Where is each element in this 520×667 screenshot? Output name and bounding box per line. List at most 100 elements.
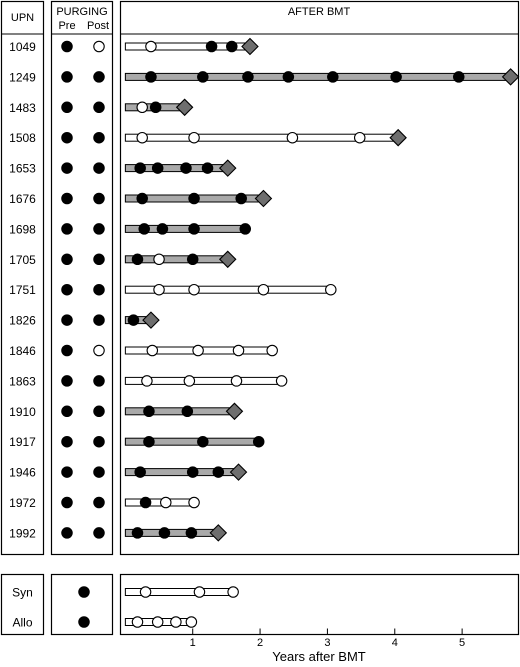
open-event-marker [232,344,245,357]
end-diamond-marker [218,250,237,269]
upn-label: 1483 [9,101,36,115]
end-diamond-marker [209,524,228,542]
filled-event-marker [136,192,148,205]
open-event-marker [136,101,148,114]
patient-row: 1751 [9,283,337,297]
filled-event-marker [188,223,200,235]
upn-header: UPN [11,12,34,24]
upn-label: 1972 [9,496,36,510]
end-open-marker [325,283,337,296]
pre-purging-marker [61,466,73,478]
pre-purging-marker [61,435,73,448]
filled-event-marker [180,162,192,174]
purging-header: PURGING [56,6,107,18]
post-purging-marker [93,71,105,83]
open-event-marker [153,283,165,296]
filled-event-marker [453,71,465,83]
control-purging-marker [78,586,90,598]
pre-purging-marker [61,344,73,357]
control-label: Allo [12,616,32,630]
pre-purging-marker [61,283,73,296]
open-event-marker [146,344,159,357]
patient-row: 1483 [9,98,194,117]
open-event-marker [170,616,182,628]
open-event-marker [151,616,164,628]
upn-label: 1917 [9,435,36,449]
open-event-marker [192,344,204,357]
after-bmt-panel [119,0,520,556]
upn-panel [0,0,45,556]
end-filled-marker [239,223,252,235]
upn-label: 1910 [9,405,36,419]
end-diamond-marker [389,128,407,147]
pre-purging-marker [61,496,73,509]
post-purging-marker [93,405,105,418]
filled-event-marker [186,466,199,478]
follow-up-bar [124,407,235,416]
upn-label: 1049 [9,40,36,54]
end-diamond-marker [229,463,248,481]
post-purging-marker [93,192,105,205]
x-tick-label: 2 [257,637,263,649]
filled-event-marker [197,435,209,448]
patient-row: 1946 [9,463,248,481]
filled-event-marker [134,466,146,478]
upn-label: 1705 [9,253,36,267]
pre-purging-marker [61,131,73,144]
pre-purging-marker [61,223,73,235]
filled-event-marker [282,71,295,83]
filled-event-marker [226,40,238,53]
filled-event-marker [156,223,169,235]
upn-label: 1676 [9,192,36,206]
open-event-marker [353,131,366,144]
patient-row: 1826 [9,311,160,329]
x-axis-label: Years after BMT [272,649,366,664]
post-purging-marker [93,466,105,478]
patient-row: 1972 [9,496,200,510]
patient-row: 1049 [9,37,259,56]
open-event-marker [188,283,200,296]
after-bmt-header: AFTER BMT [288,6,351,18]
patient-row: 1846 [9,344,278,358]
patient-row: 1992 [9,524,228,542]
pre-purging-marker [61,375,73,387]
pre-purging-marker [61,162,73,174]
upn-label: 1249 [9,70,36,84]
x-tick-label: 4 [392,637,398,649]
filled-event-marker [149,101,162,114]
filled-event-marker [235,192,247,205]
end-open-marker [185,616,198,628]
upn-label: 1992 [9,526,36,540]
patient-row: 1917 [9,435,265,449]
filled-event-marker [143,435,155,448]
open-event-marker [286,131,299,144]
end-open-marker [227,586,239,598]
filled-event-marker [138,223,150,235]
upn-label: 1751 [9,283,36,297]
post-purging-marker [93,253,105,266]
post-purging-marker [93,435,105,448]
filled-event-marker [181,405,194,418]
upn-label: 1653 [9,162,36,176]
filled-event-marker [242,71,254,83]
upn-label: 1863 [9,374,36,388]
upn-label: 1826 [9,314,36,328]
filled-event-marker [158,527,171,539]
filled-event-marker [139,496,152,509]
filled-event-marker [205,40,218,53]
end-diamond-marker [225,402,244,421]
post-purging-marker [93,101,105,114]
end-open-marker [266,344,278,357]
filled-event-marker [188,192,200,205]
open-event-marker [136,131,148,144]
patient-row: 1698 [9,222,252,236]
upn-label: 1508 [9,131,36,145]
end-diamond-marker [241,37,259,56]
patient-row: 1676 [9,189,273,208]
control-row: Allo [12,616,198,630]
pre-purging-marker [61,314,73,326]
open-event-marker [131,616,144,628]
post-purging-marker [93,131,105,144]
filled-event-marker [143,405,155,418]
